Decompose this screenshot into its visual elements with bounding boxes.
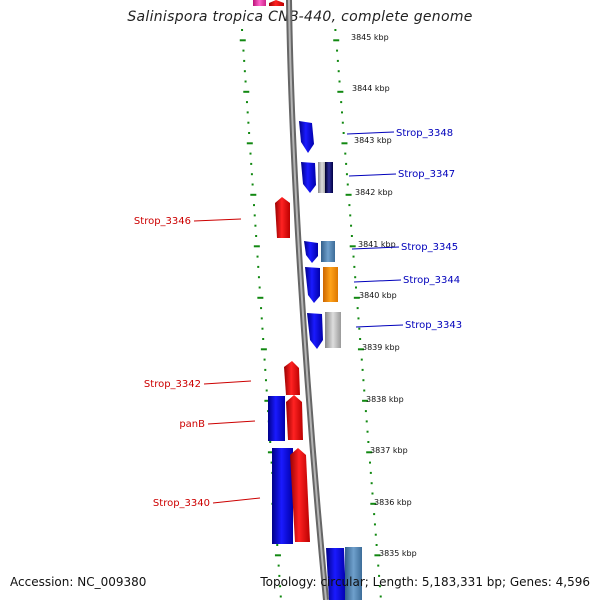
genome-summary-text: Topology: circular; Length: 5,183,331 bp… <box>260 575 590 589</box>
gene-block-blue-3340 <box>272 448 293 544</box>
gene-label: Strop_3344 <box>403 275 460 286</box>
gene-label-leader <box>193 218 242 222</box>
gene-label: Strop_3343 <box>405 320 462 331</box>
map-title: Salinispora tropica CNB-440, complete ge… <box>127 9 473 25</box>
tick-label: 3840 kbp <box>359 291 397 300</box>
gene-label: Strop_3342 <box>144 379 201 390</box>
gene-label-leader <box>353 279 402 283</box>
gene-arrow-strop-3340 <box>290 448 310 542</box>
gene-block-steel-1 <box>321 241 335 262</box>
gene-arrow-strop-3348 <box>299 121 314 153</box>
tick-label: 3843 kbp <box>354 136 392 145</box>
gene-block-grey-1 <box>318 162 326 193</box>
gene-label-leader <box>355 324 404 328</box>
gene-label-leader <box>207 420 256 425</box>
gene-label: Strop_3347 <box>398 169 455 180</box>
gene-arrow-panb <box>286 395 303 440</box>
tick-label: 3837 kbp <box>370 446 408 455</box>
gene-arrow-bottom-blue <box>326 548 346 600</box>
gene-label-leader <box>348 173 397 177</box>
tick-labels: 3845 kbp 3844 kbp 3843 kbp 3842 kbp 3841 kbp… <box>351 33 417 558</box>
gene-arrow-strop-3344 <box>305 267 320 303</box>
gene-labels: Strop_3348 Strop_3347 Strop_3346 Strop_3345… <box>134 128 462 509</box>
gene-arrow-strop-3345 <box>304 241 318 263</box>
gene-block-grey-2 <box>325 312 341 348</box>
tick-label: 3841 kbp <box>358 240 396 249</box>
tick-label: 3839 kbp <box>362 343 400 352</box>
gene-arrow-top-red <box>269 0 284 6</box>
tick-label: 3845 kbp <box>351 33 389 42</box>
gene-label-leader <box>346 131 395 135</box>
gene-block-steel-2 <box>345 547 362 600</box>
gene-block-blue-panb <box>268 396 285 441</box>
gene-label: Strop_3340 <box>153 498 210 509</box>
gene-arrow-strop-3346 <box>275 197 290 238</box>
tick-label: 3836 kbp <box>374 498 412 507</box>
tick-label: 3842 kbp <box>355 188 393 197</box>
gene-label: Strop_3346 <box>134 216 191 227</box>
gene-label: Strop_3348 <box>396 128 453 139</box>
gene-label-leader <box>203 380 252 385</box>
gene-label: panB <box>179 419 205 430</box>
gene-label: Strop_3345 <box>401 242 458 253</box>
gene-arrow-top-magenta <box>253 0 266 6</box>
gene-arrow-strop-3342 <box>284 361 300 395</box>
accession-text: Accession: NC_009380 <box>10 575 147 589</box>
tick-label: 3835 kbp <box>379 549 417 558</box>
tick-label: 3844 kbp <box>352 84 390 93</box>
genome-backbone-highlight <box>288 0 327 600</box>
tick-label: 3838 kbp <box>366 395 404 404</box>
gene-block-navy <box>325 162 333 193</box>
gene-label-leader <box>212 497 261 504</box>
gene-block-orange <box>323 267 338 302</box>
gene-arrow-strop-3343 <box>307 313 323 349</box>
gene-label-leader <box>351 246 400 250</box>
gene-arrow-strop-3347 <box>301 162 316 193</box>
